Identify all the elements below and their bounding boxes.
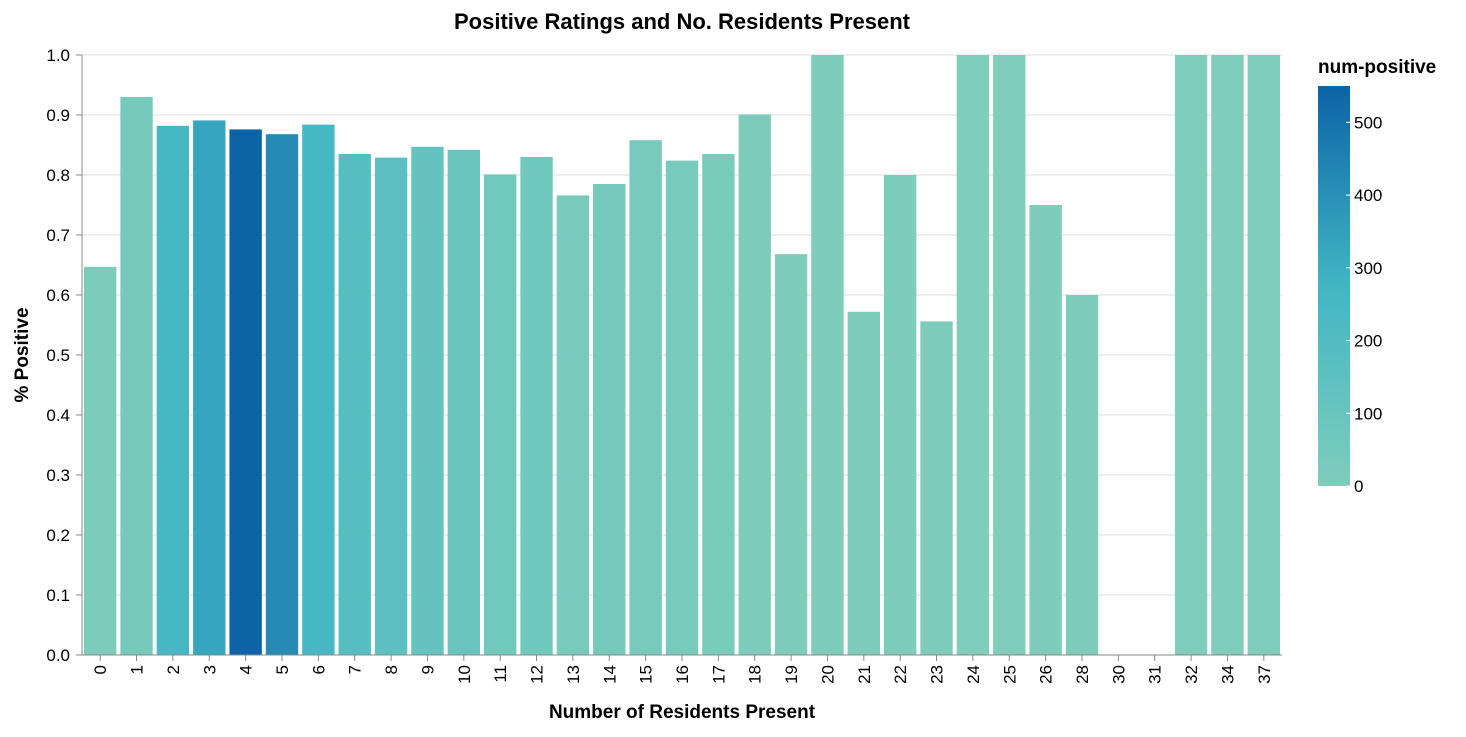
x-tick-label: 19 <box>782 665 801 684</box>
bar-18 <box>738 114 771 655</box>
bar-9 <box>411 146 444 656</box>
y-tick-label: 0.5 <box>46 346 70 365</box>
x-tick-label: 30 <box>1109 665 1128 684</box>
bar-6 <box>302 124 335 656</box>
bar-23 <box>920 321 953 655</box>
x-tick-label: 31 <box>1146 665 1165 684</box>
legend-tick-label: 0 <box>1354 477 1363 496</box>
x-tick-label: 14 <box>600 665 619 684</box>
bar-16 <box>665 160 699 655</box>
axes: 0.00.10.20.30.40.50.60.70.80.91.00 1 2 3 4 5 6… <box>46 46 1282 684</box>
x-tick-label: 5 <box>273 665 292 674</box>
bar-37 <box>1247 55 1280 655</box>
y-tick-label: 0.9 <box>46 106 70 125</box>
x-tick-label: 25 <box>1000 665 1019 684</box>
bars <box>84 55 1280 656</box>
x-tick-label: 9 <box>418 665 437 674</box>
x-tick-label: 7 <box>346 665 365 674</box>
bar-21 <box>847 311 880 655</box>
bar-26 <box>1029 205 1062 655</box>
bar-28 <box>1065 295 1099 655</box>
y-tick-label: 0.1 <box>46 586 70 605</box>
bar-0 <box>84 266 117 655</box>
x-tick-label: 18 <box>746 665 765 684</box>
bar-25 <box>993 55 1026 655</box>
legend-title: num-positive <box>1318 57 1436 78</box>
bar-3 <box>193 120 226 655</box>
bar-20 <box>811 55 844 655</box>
y-axis-title: % Positive <box>12 307 33 402</box>
bar-11 <box>484 174 517 655</box>
x-tick-label: 10 <box>455 665 474 684</box>
y-tick-label: 0.6 <box>46 286 70 305</box>
x-tick-label: 20 <box>818 665 837 684</box>
x-tick-label: 4 <box>237 665 256 674</box>
bar-7 <box>338 154 371 655</box>
legend-tick-label: 400 <box>1354 186 1382 205</box>
x-tick-label: 24 <box>964 665 983 684</box>
x-tick-label: 22 <box>891 665 910 684</box>
legend-gradient-bar <box>1318 86 1350 486</box>
y-tick-label: 0.0 <box>46 646 70 665</box>
bar-15 <box>629 140 662 655</box>
y-tick-label: 0.8 <box>46 166 70 185</box>
bar-2 <box>156 125 190 656</box>
bar-13 <box>556 195 590 655</box>
x-tick-label: 26 <box>1037 665 1056 684</box>
chart-title: Positive Ratings and No. Residents Prese… <box>454 9 911 34</box>
x-tick-label: 0 <box>91 665 110 674</box>
bar-24 <box>956 55 990 655</box>
y-tick-label: 0.3 <box>46 466 70 485</box>
bar-17 <box>702 154 735 655</box>
bar-14 <box>593 184 626 655</box>
bar-34 <box>1211 55 1244 655</box>
bar-19 <box>774 254 808 655</box>
x-tick-label: 21 <box>855 665 874 684</box>
bar-10 <box>447 149 480 656</box>
x-tick-label: 28 <box>1073 665 1092 684</box>
legend-tick-label: 200 <box>1354 332 1382 351</box>
x-tick-label: 17 <box>709 665 728 684</box>
bar-12 <box>520 157 553 655</box>
color-legend: num-positive 0 100 200 300 400 500 <box>1318 57 1436 496</box>
x-tick-label: 12 <box>528 665 547 684</box>
x-tick-label: 34 <box>1218 665 1237 684</box>
x-tick-label: 8 <box>382 665 401 674</box>
legend-tick-label: 300 <box>1354 259 1382 278</box>
bar-8 <box>374 157 408 655</box>
x-tick-label: 13 <box>564 665 583 684</box>
x-tick-label: 1 <box>128 665 147 674</box>
bar-22 <box>884 175 917 655</box>
x-tick-label: 15 <box>637 665 656 684</box>
bar-32 <box>1174 55 1208 655</box>
x-tick-label: 3 <box>200 665 219 674</box>
y-tick-label: 0.2 <box>46 526 70 545</box>
bar-5 <box>265 134 299 655</box>
y-tick-label: 0.7 <box>46 226 70 245</box>
x-tick-label: 6 <box>309 665 328 674</box>
x-tick-label: 11 <box>491 665 510 683</box>
y-tick-label: 0.4 <box>46 406 70 425</box>
y-tick-label: 1.0 <box>46 46 70 65</box>
x-tick-label: 32 <box>1182 665 1201 684</box>
x-tick-label: 2 <box>164 665 183 674</box>
legend-tick-label: 500 <box>1354 113 1382 132</box>
legend-tick-label: 100 <box>1354 404 1382 423</box>
x-tick-label: 37 <box>1255 665 1274 684</box>
bar-1 <box>120 97 153 655</box>
x-tick-label: 16 <box>673 665 692 684</box>
x-tick-label: 23 <box>928 665 947 684</box>
bar-4 <box>229 129 262 655</box>
x-axis-title: Number of Residents Present <box>549 702 816 723</box>
